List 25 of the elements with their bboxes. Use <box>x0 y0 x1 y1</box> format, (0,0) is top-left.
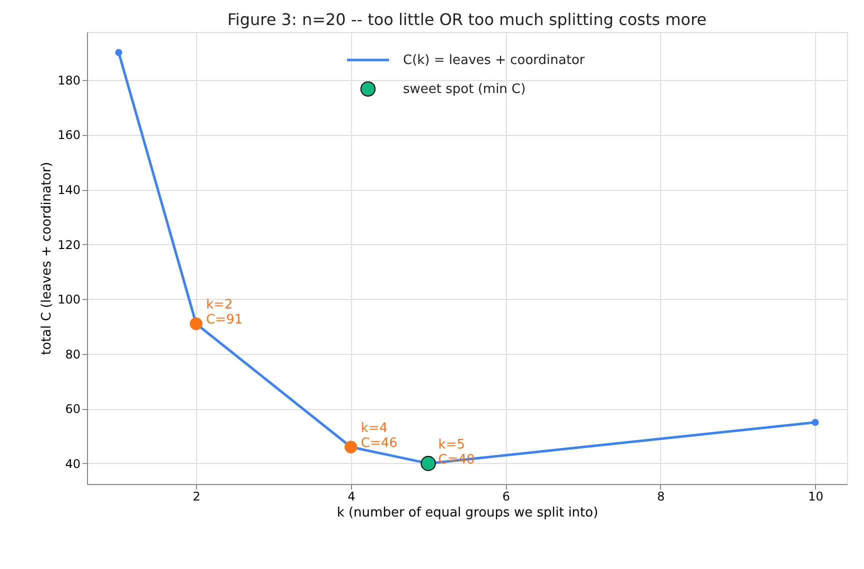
y-tick-label: 80 <box>65 347 80 362</box>
point <box>420 456 436 472</box>
x-tick-label: 10 <box>808 490 824 504</box>
chart-title: Figure 3: n=20 -- too little OR too much splitting costs more <box>227 10 707 29</box>
annotation: k=4 C=46 <box>360 421 398 452</box>
point <box>190 317 202 330</box>
x-tick-label: 2 <box>192 490 200 504</box>
legend-label: C(k) = leaves + coordinator <box>403 53 586 68</box>
point <box>115 49 122 56</box>
x-axis-title: k (number of equal groups we split into) <box>336 506 598 520</box>
point <box>344 440 358 454</box>
y-tick-label: 60 <box>65 402 80 416</box>
x-tick-label: 8 <box>657 490 665 504</box>
x-tick-label: 4 <box>348 490 356 504</box>
y-tick-label: 180 <box>58 73 80 88</box>
point <box>812 418 819 426</box>
y-tick-label: 140 <box>58 183 80 198</box>
y-tick-label: 100 <box>58 292 80 307</box>
y-axis-title: total C (leaves + coordinator) <box>40 162 55 356</box>
y-tick-label: 120 <box>58 238 80 252</box>
y-tick-label: 160 <box>58 128 80 142</box>
annotation: k=2 C=91 <box>206 298 243 328</box>
legend-label: sweet spot (min C) <box>403 82 526 97</box>
x-tick-label: 6 <box>502 490 510 504</box>
y-tick-label: 40 <box>65 456 80 471</box>
